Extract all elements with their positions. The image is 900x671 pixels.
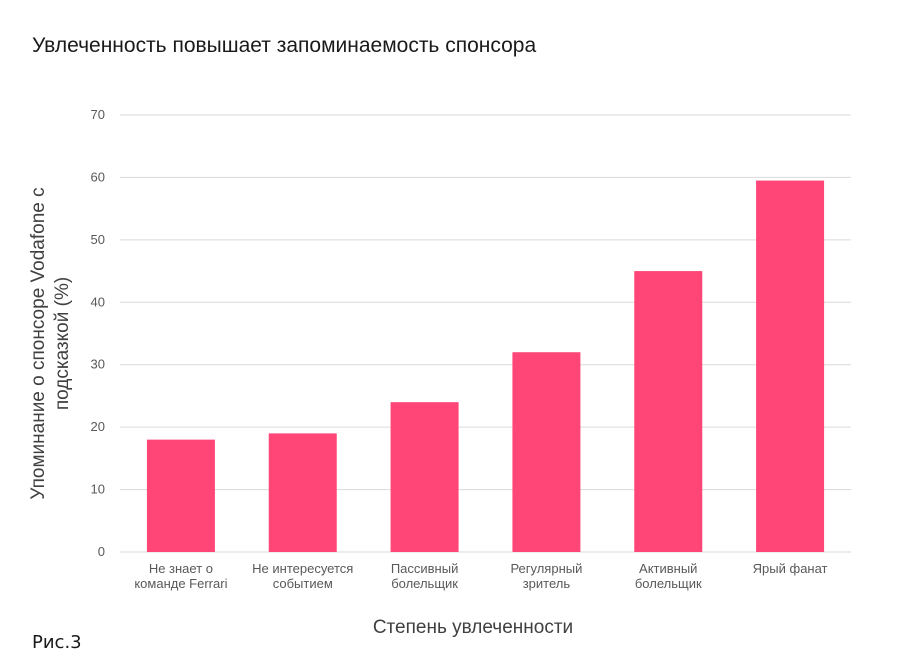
- gridlines: [120, 114, 851, 553]
- x-tick-label: Не знает о команде Ferrari: [134, 561, 227, 591]
- bar: [390, 402, 459, 552]
- x-tick-label: Не интересуется событием: [252, 561, 353, 591]
- x-tick-labels: Не знает о команде Ferrari Не интересуется…: [134, 561, 827, 591]
- y-tick-label: 70: [91, 107, 105, 122]
- y-tick-label: 30: [91, 357, 105, 372]
- y-tick-label: 20: [91, 419, 105, 434]
- y-tick-label: 60: [91, 169, 105, 184]
- y-tick-label: 10: [91, 482, 105, 497]
- x-tick-label: Активный болельщик: [635, 561, 702, 591]
- chart-title: Увлеченность повышает запоминаемость спо…: [32, 34, 537, 57]
- bars: [146, 180, 825, 553]
- bar: [146, 439, 215, 552]
- bar: [512, 352, 581, 552]
- figure-caption: Рис.3: [32, 632, 82, 653]
- y-tick-labels: 0 10 20 30 40 50 60 70: [91, 107, 105, 559]
- y-axis-title: Упоминание о спонсоре Vodafone с подсказк…: [28, 187, 73, 499]
- bar: [268, 433, 337, 552]
- bar: [756, 180, 825, 553]
- y-tick-label: 50: [91, 232, 105, 247]
- y-tick-label: 0: [98, 544, 105, 559]
- x-axis-title: Степень увлеченности: [373, 617, 573, 638]
- y-tick-label: 40: [91, 294, 105, 309]
- bar: [634, 271, 703, 552]
- x-tick-label: Регулярный зритель: [510, 561, 582, 591]
- x-tick-label: Ярый фанат: [753, 561, 828, 576]
- x-tick-label: Пассивный болельщик: [391, 561, 459, 591]
